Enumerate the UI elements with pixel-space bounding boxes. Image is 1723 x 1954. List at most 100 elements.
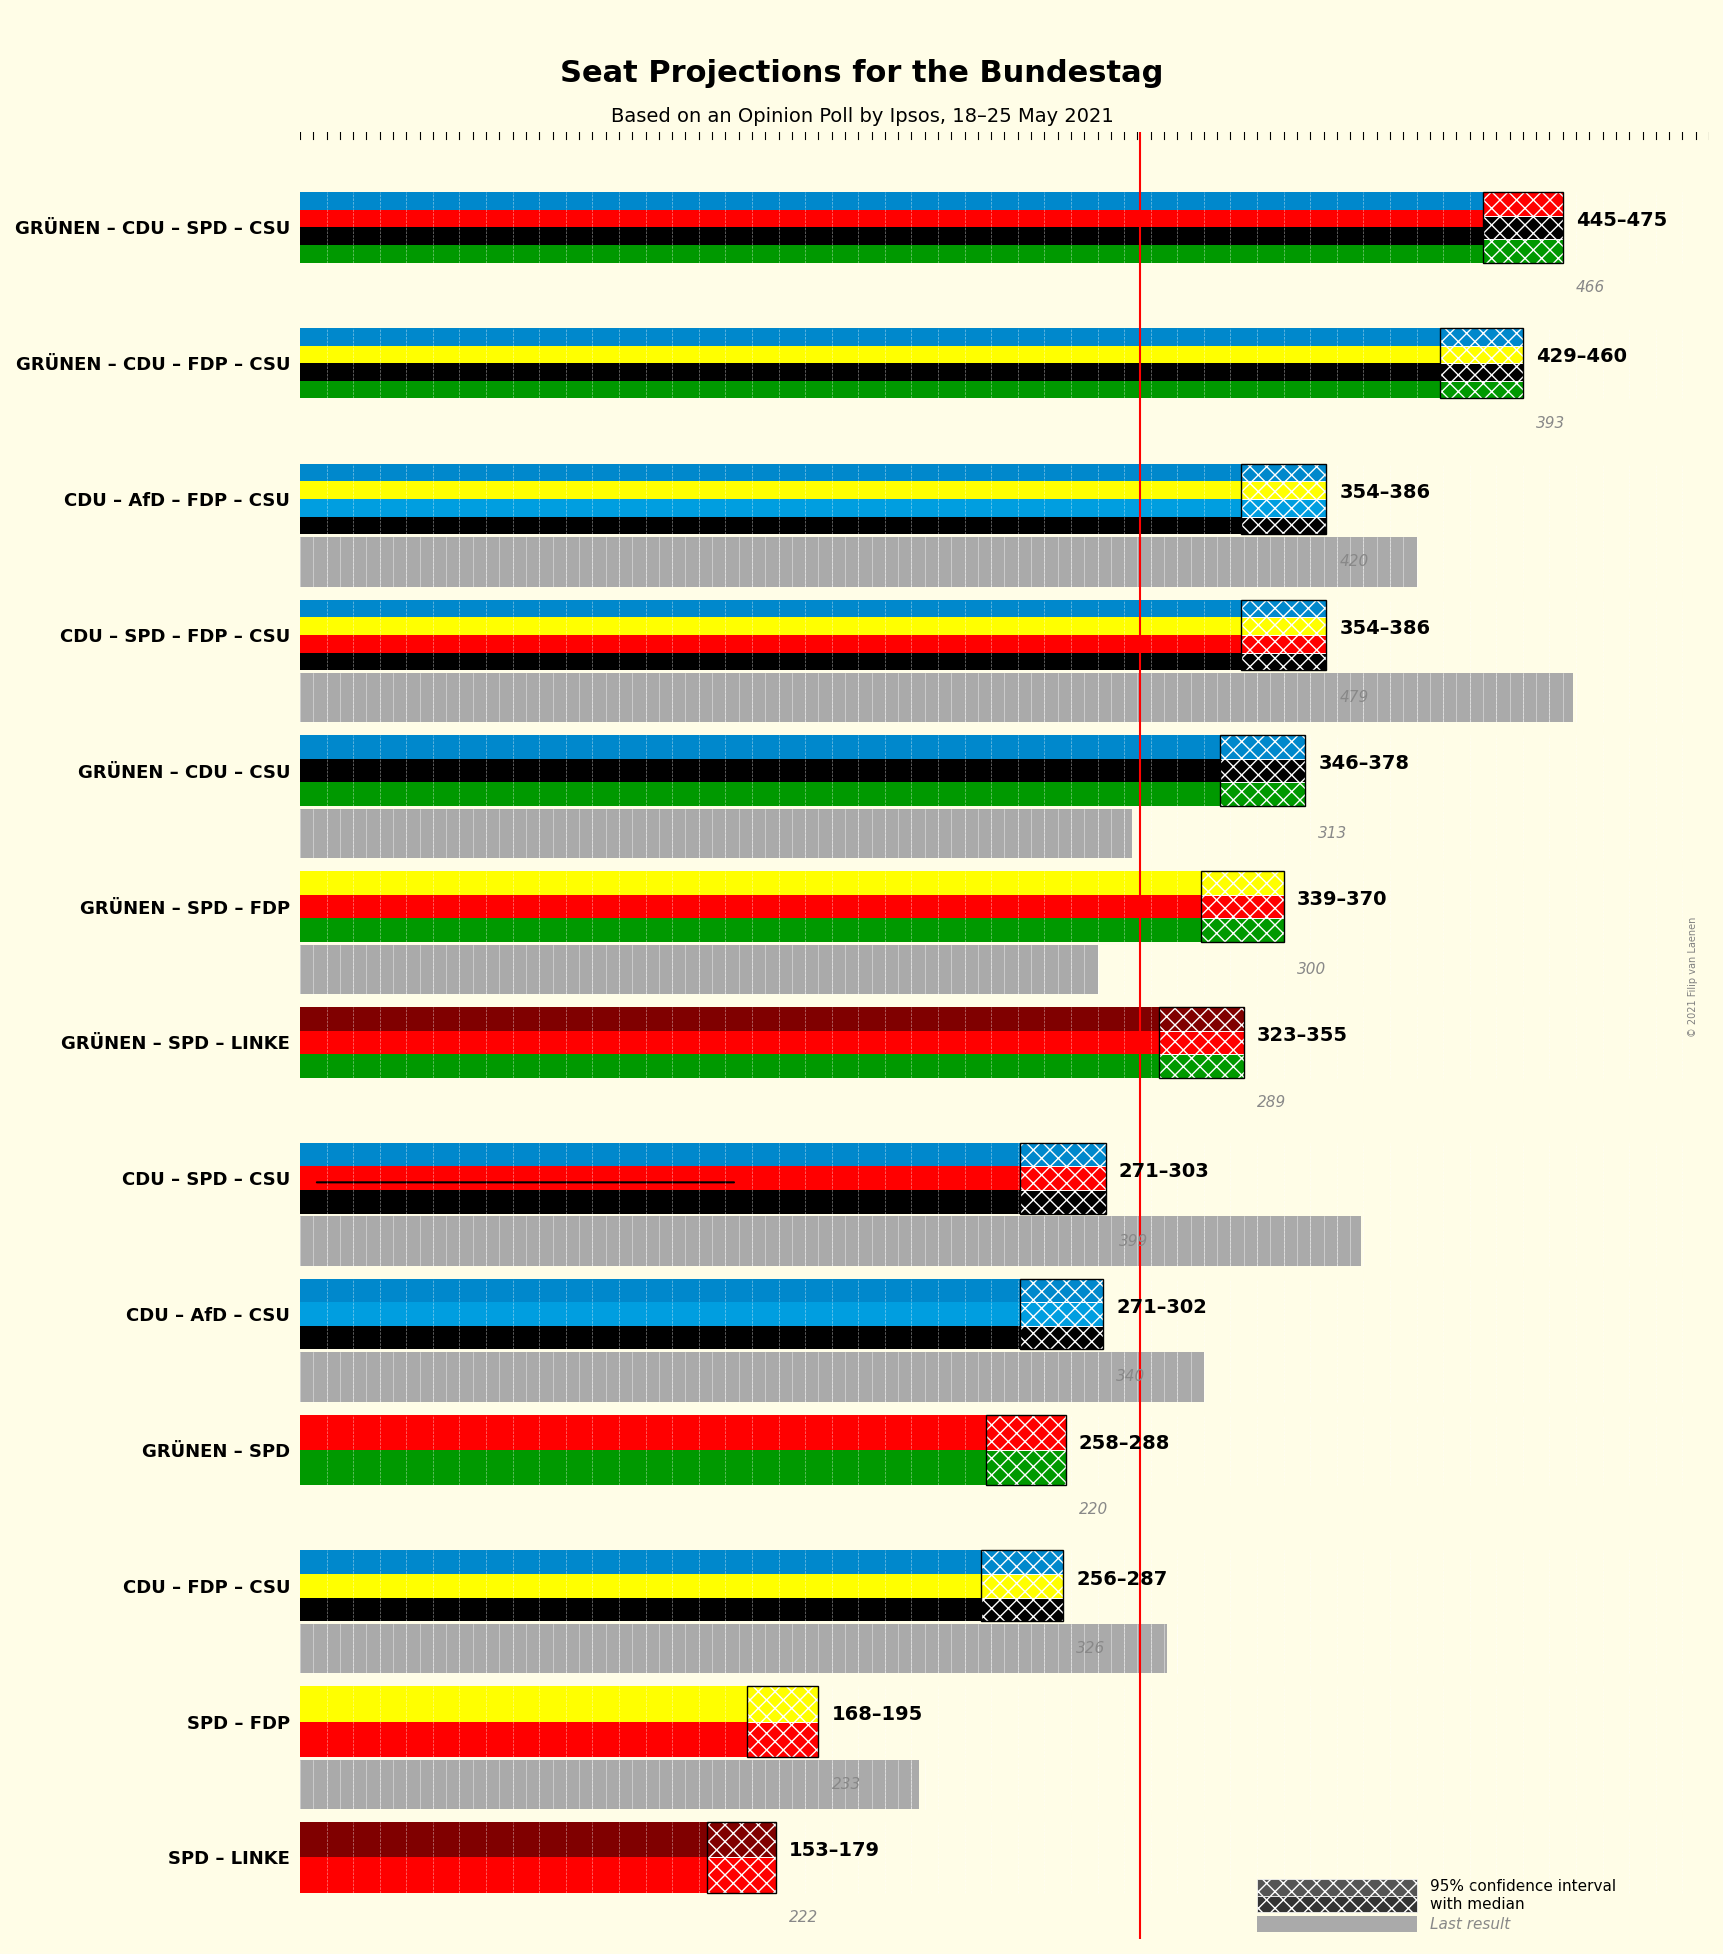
- Bar: [1440, 328, 1521, 346]
- Bar: [1256, 1895, 1416, 1911]
- Bar: [1020, 1143, 1104, 1167]
- Bar: [300, 617, 1325, 635]
- Bar: [980, 1575, 1063, 1598]
- Bar: [300, 1415, 1065, 1450]
- Text: 289: 289: [1256, 1094, 1285, 1110]
- Bar: [1201, 871, 1284, 895]
- Text: 429–460: 429–460: [1535, 348, 1627, 365]
- Text: 399: 399: [1118, 1233, 1148, 1249]
- Bar: [1201, 895, 1284, 918]
- Bar: [980, 1550, 1063, 1575]
- Bar: [300, 346, 1521, 363]
- Bar: [1020, 1190, 1104, 1213]
- Bar: [746, 1721, 818, 1757]
- Bar: [300, 918, 1284, 942]
- Text: 271–302: 271–302: [1115, 1297, 1206, 1317]
- Bar: [1241, 635, 1325, 653]
- Bar: [300, 782, 1304, 807]
- Bar: [300, 1575, 1063, 1598]
- Bar: [980, 1598, 1063, 1622]
- Bar: [1440, 346, 1521, 363]
- Bar: [986, 1415, 1065, 1450]
- Text: 313: 313: [1318, 827, 1347, 840]
- Text: © 2021 Filip van Laenen: © 2021 Filip van Laenen: [1687, 916, 1697, 1038]
- Text: 479: 479: [1339, 690, 1368, 705]
- Bar: [706, 1823, 775, 1893]
- Text: 258–288: 258–288: [1079, 1434, 1170, 1452]
- Bar: [1020, 1301, 1103, 1327]
- Bar: [1241, 653, 1325, 670]
- Text: Based on an Opinion Poll by Ipsos, 18–25 May 2021: Based on an Opinion Poll by Ipsos, 18–25…: [610, 107, 1113, 127]
- Bar: [1241, 498, 1325, 516]
- Bar: [1020, 1143, 1104, 1213]
- Bar: [1220, 782, 1304, 807]
- Bar: [706, 1823, 775, 1858]
- Bar: [300, 227, 1561, 244]
- Bar: [706, 1823, 775, 1858]
- Bar: [300, 381, 1521, 399]
- Bar: [1020, 1278, 1103, 1350]
- Bar: [300, 328, 1521, 346]
- Bar: [1020, 1167, 1104, 1190]
- Text: 222: 222: [789, 1911, 818, 1925]
- Bar: [300, 758, 1304, 782]
- Text: 354–386: 354–386: [1339, 619, 1430, 637]
- Bar: [300, 1624, 1166, 1673]
- Bar: [746, 1686, 818, 1721]
- Bar: [1220, 758, 1304, 782]
- Bar: [1220, 735, 1304, 758]
- Bar: [300, 635, 1325, 653]
- Bar: [1241, 600, 1325, 617]
- Bar: [300, 537, 1416, 586]
- Bar: [300, 516, 1325, 533]
- Bar: [1241, 600, 1325, 617]
- Bar: [1440, 328, 1521, 399]
- Bar: [1201, 871, 1284, 895]
- Bar: [300, 191, 1561, 209]
- Bar: [1158, 1006, 1242, 1030]
- Bar: [1482, 215, 1561, 238]
- Bar: [300, 735, 1304, 758]
- Bar: [1482, 191, 1561, 215]
- Bar: [986, 1450, 1065, 1485]
- Bar: [706, 1858, 775, 1893]
- Bar: [746, 1721, 818, 1757]
- Bar: [300, 363, 1521, 381]
- Bar: [980, 1575, 1063, 1598]
- Bar: [1440, 381, 1521, 399]
- Bar: [300, 672, 1573, 723]
- Bar: [1201, 871, 1284, 942]
- Bar: [300, 209, 1561, 227]
- Text: 354–386: 354–386: [1339, 483, 1430, 502]
- Text: 233: 233: [830, 1776, 860, 1792]
- Bar: [300, 1598, 1063, 1622]
- Bar: [300, 1143, 1104, 1167]
- Bar: [1482, 191, 1561, 262]
- Bar: [300, 1761, 918, 1809]
- Bar: [980, 1550, 1063, 1622]
- Text: 346–378: 346–378: [1318, 754, 1408, 774]
- Bar: [300, 944, 1098, 995]
- Text: 220: 220: [1079, 1503, 1108, 1518]
- Bar: [1241, 463, 1325, 481]
- Text: 393: 393: [1535, 416, 1564, 430]
- Bar: [300, 1301, 1103, 1327]
- Bar: [746, 1686, 818, 1757]
- Text: Last result: Last result: [1428, 1917, 1509, 1933]
- Bar: [1440, 381, 1521, 399]
- Bar: [1256, 1917, 1416, 1933]
- Bar: [1440, 346, 1521, 363]
- Bar: [1241, 516, 1325, 533]
- Bar: [300, 1055, 1242, 1079]
- Bar: [300, 871, 1284, 895]
- Bar: [1020, 1327, 1103, 1350]
- Text: 445–475: 445–475: [1575, 211, 1666, 231]
- Bar: [1241, 463, 1325, 533]
- Bar: [300, 1823, 775, 1858]
- Text: 153–179: 153–179: [789, 1841, 880, 1860]
- Bar: [300, 1167, 1104, 1190]
- Bar: [986, 1415, 1065, 1485]
- Bar: [1241, 516, 1325, 533]
- Bar: [1158, 1055, 1242, 1079]
- Bar: [1241, 635, 1325, 653]
